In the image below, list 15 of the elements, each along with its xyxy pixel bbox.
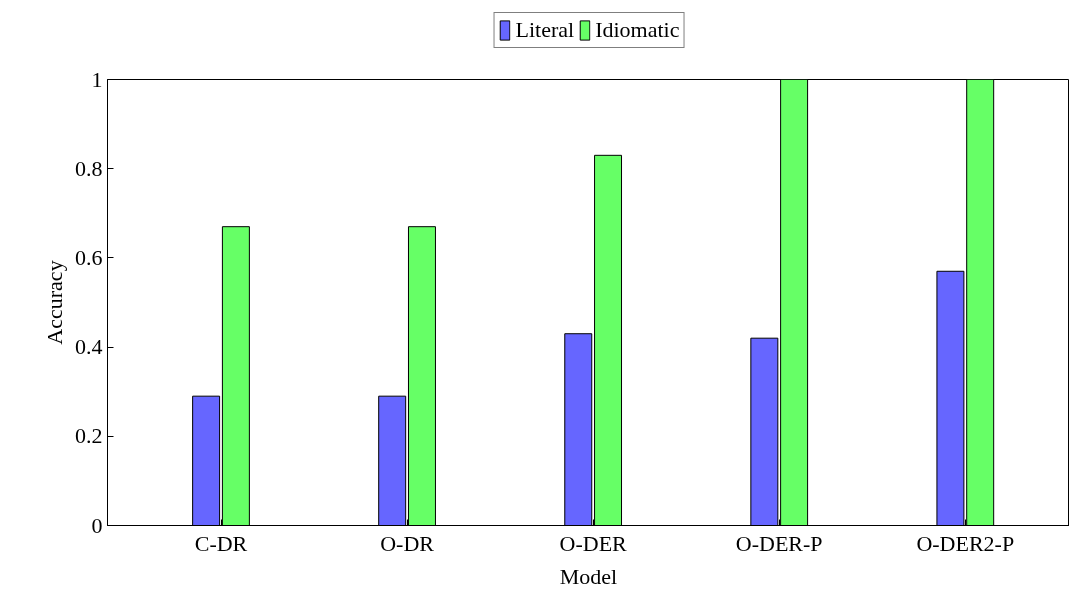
- x-axis-title: Model: [559, 563, 618, 589]
- x-tick-label: O-DER-P: [735, 530, 823, 556]
- y-tick-label: 0.4: [75, 334, 103, 360]
- y-axis-title: Accuracy: [42, 260, 67, 345]
- y-tick-label: 1: [91, 66, 103, 92]
- x-tick-label: C-DR: [194, 530, 248, 556]
- y-tick-label: 0.6: [75, 244, 103, 270]
- y-tick-label: 0.2: [75, 423, 103, 449]
- legend-label: Idiomatic: [595, 17, 680, 43]
- y-tick-label: 0: [91, 512, 103, 538]
- y-tick-label: 0.8: [75, 155, 103, 181]
- x-tick-label: O-DER: [559, 530, 628, 556]
- x-tick-label: O-DER2-P: [916, 530, 1015, 556]
- x-tick-label: O-DR: [380, 530, 435, 556]
- legend-label: Literal: [515, 17, 575, 43]
